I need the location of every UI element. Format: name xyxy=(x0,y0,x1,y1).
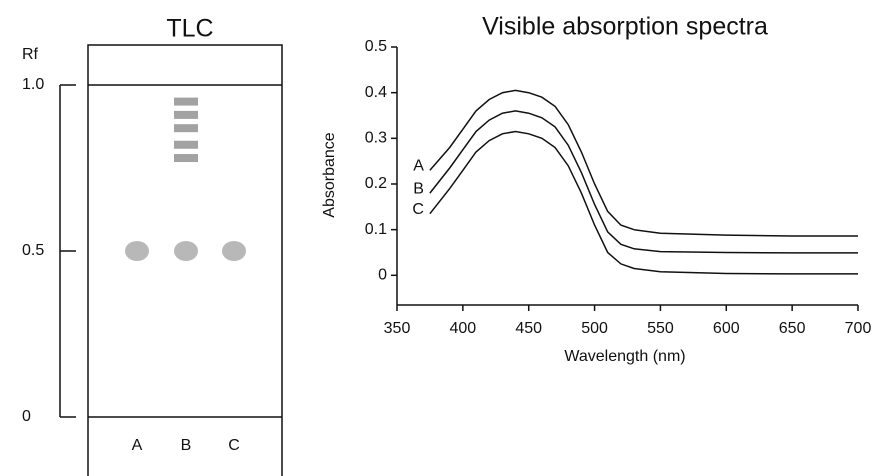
y-axis-label: Absorbance xyxy=(321,132,338,217)
y-tick-label: 0 xyxy=(378,267,387,284)
series-label: B xyxy=(413,180,424,197)
lane-label: C xyxy=(228,437,240,454)
series-label: C xyxy=(412,201,424,218)
spectra-title: Visible absorption spectra xyxy=(482,13,768,41)
y-tick-label: 0.2 xyxy=(365,175,387,192)
plate xyxy=(87,44,283,476)
lane-label: A xyxy=(132,437,143,454)
rf-label: Rf xyxy=(22,46,39,63)
spot xyxy=(222,241,246,261)
spot xyxy=(174,241,198,261)
y-tick-label: 0.5 xyxy=(365,38,387,55)
spot xyxy=(125,241,149,261)
x-tick-label: 450 xyxy=(515,320,542,337)
band xyxy=(174,97,198,106)
y-tick-label: 0.3 xyxy=(365,130,387,147)
band xyxy=(174,140,198,149)
x-tick-label: 650 xyxy=(779,320,806,337)
x-tick-label: 350 xyxy=(384,320,411,337)
y-tick-label: 0.4 xyxy=(365,84,387,101)
x-tick-label: 500 xyxy=(581,320,608,337)
spectrum-line xyxy=(429,110,858,254)
x-tick-label: 550 xyxy=(647,320,674,337)
x-axis-label: Wavelength (nm) xyxy=(564,348,685,365)
tlc-title: TLC xyxy=(166,15,213,43)
y-tick-label: 0.5 xyxy=(22,242,44,259)
band xyxy=(174,124,198,133)
y-tick-label: 1.0 xyxy=(22,76,44,93)
y-tick-label: 0 xyxy=(22,408,31,425)
band xyxy=(174,154,198,163)
x-tick-label: 700 xyxy=(845,320,872,337)
x-tick-label: 600 xyxy=(713,320,740,337)
band xyxy=(174,110,198,119)
series-label: A xyxy=(413,158,424,175)
lane-label: B xyxy=(181,437,192,454)
y-tick-label: 0.1 xyxy=(365,221,387,238)
x-tick-label: 400 xyxy=(450,320,477,337)
spectrum-line xyxy=(429,89,858,237)
spectrum-line xyxy=(429,130,858,275)
